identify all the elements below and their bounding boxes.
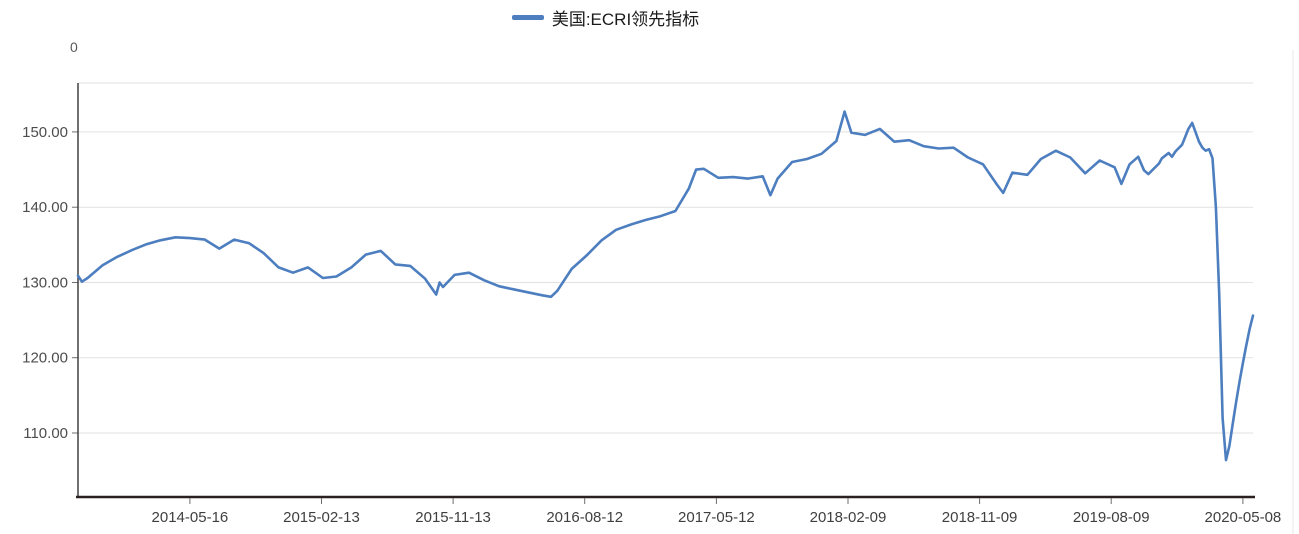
x-tick-label: 2019-08-09 xyxy=(1073,509,1150,526)
legend[interactable]: 美国:ECRI领先指标 xyxy=(0,6,1211,29)
x-tick-label: 2017-05-12 xyxy=(678,509,755,526)
y-tick-label: 150.00 xyxy=(22,124,68,141)
x-tick-label: 2018-02-09 xyxy=(810,509,887,526)
x-tick-label: 2014-05-16 xyxy=(152,509,229,526)
legend-line-swatch xyxy=(511,14,544,20)
y-tick-label: 110.00 xyxy=(23,425,68,442)
x-tick-label: 2015-11-13 xyxy=(415,509,491,526)
y-tick-label: 130.00 xyxy=(22,275,68,292)
x-tick-label: 2018-11-09 xyxy=(942,509,1018,526)
x-tick-label: 2016-08-12 xyxy=(546,509,623,526)
x-tick-label: 2015-02-13 xyxy=(283,509,360,526)
legend-label: 美国:ECRI领先指标 xyxy=(551,9,700,29)
y-tick-label: 140.00 xyxy=(22,199,68,216)
axis-zero-label: 0 xyxy=(70,39,78,55)
series-line[interactable] xyxy=(76,110,1255,462)
y-tick-label: 120.00 xyxy=(22,350,68,367)
x-tick-label: 2020-05-08 xyxy=(1205,509,1282,526)
